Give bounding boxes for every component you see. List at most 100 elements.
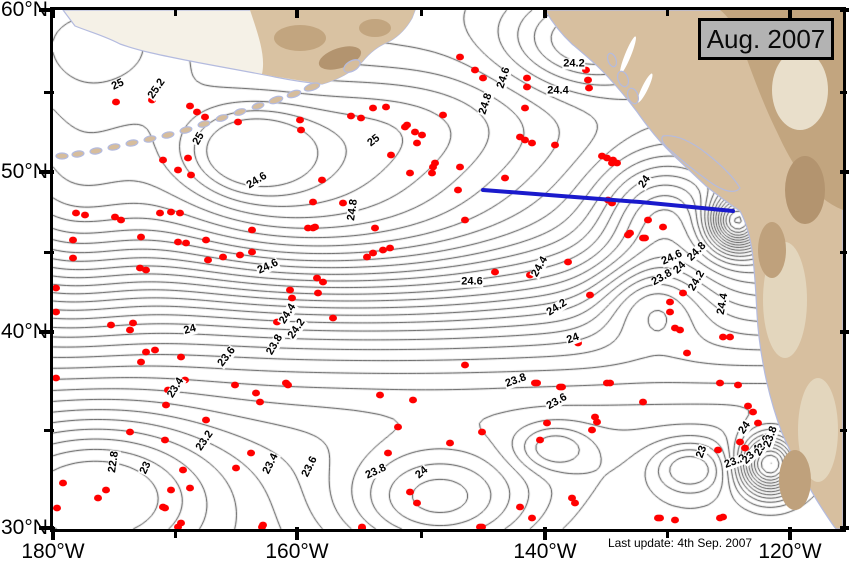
argo-float-dot (418, 131, 426, 139)
argo-float-dot (501, 174, 509, 182)
argo-float-dot (461, 361, 469, 369)
argo-float-dot (59, 479, 67, 487)
argo-float-dot (446, 439, 454, 447)
argo-float-dot (736, 438, 744, 446)
argo-float-dot (574, 339, 582, 347)
argo-float-dot (319, 278, 327, 286)
argo-float-dot (167, 486, 175, 494)
argo-float-dot (174, 166, 182, 174)
argo-float-dot (754, 419, 762, 427)
argo-float-dot (231, 381, 239, 389)
argo-float-dot (296, 116, 304, 124)
argo-float-dot (318, 176, 326, 184)
argo-float-dot (358, 524, 366, 529)
argo-float-dot (219, 253, 227, 261)
island-alexander (606, 52, 618, 68)
alaska-mountain-patch (359, 19, 391, 37)
argo-float-dot (734, 381, 742, 389)
section-line (481, 188, 735, 213)
argo-float-dot (439, 111, 447, 119)
argo-float-dot (164, 386, 172, 394)
na-light-patch (798, 378, 838, 482)
argo-float-dot (69, 236, 77, 244)
argo-float-dot (406, 488, 414, 496)
argo-float-dot (598, 152, 606, 160)
argo-float-dot (72, 209, 80, 217)
argo-float-dot (282, 379, 290, 387)
argo-float-dot (386, 244, 394, 252)
argo-float-dot (384, 449, 392, 457)
argo-float-dot (568, 494, 576, 502)
argo-float-dot (394, 423, 402, 431)
title-box: Aug. 2007 (698, 18, 834, 60)
argo-float-dot (624, 231, 632, 239)
argo-float-dot (107, 321, 115, 329)
argo-float-dot (53, 284, 60, 292)
argo-float-dot (162, 401, 170, 409)
argo-float-dot (382, 103, 390, 111)
argo-float-dot (644, 216, 652, 224)
argo-float-dot (456, 163, 464, 171)
argo-float-dot (613, 159, 621, 167)
argo-float-dot (329, 314, 337, 322)
argo-float-dot (148, 96, 156, 104)
argo-float-dot (431, 159, 439, 167)
argo-float-dot (716, 514, 724, 522)
update-note: Last update: 4th Sep. 2007 (607, 536, 753, 550)
argo-float-dot (81, 211, 89, 219)
argo-float-dot (232, 464, 240, 472)
argo-float-dot (411, 128, 419, 136)
argo-float-dot (536, 436, 544, 444)
fjord-streak (637, 73, 653, 103)
argo-float-dot (666, 308, 674, 316)
argo-float-dot (111, 213, 119, 221)
argo-float-dot (174, 238, 182, 246)
argo-float-dot (428, 169, 436, 177)
na-dark-patch (758, 222, 786, 278)
argo-float-dot (456, 53, 464, 61)
island-alexander (626, 87, 640, 105)
argo-float-dot (588, 426, 596, 434)
argo-float-dot (357, 114, 365, 122)
argo-float-dot (256, 398, 264, 406)
argo-float-dot (142, 266, 150, 274)
argo-float-dot (129, 319, 137, 327)
argo-float-dot (347, 112, 355, 120)
argo-float-dot (247, 449, 255, 457)
argo-float-dot (461, 216, 469, 224)
argo-float-dot (234, 118, 242, 126)
argo-float-dot (304, 224, 312, 232)
argo-float-dot (117, 216, 125, 224)
argo-float-dot (94, 494, 102, 502)
argo-float-dot (201, 113, 209, 121)
argo-float-dot (666, 298, 674, 306)
argo-float-dot (174, 523, 182, 529)
argo-float-dot (69, 254, 77, 262)
argo-float-dot (204, 256, 212, 264)
argo-float-dot (413, 139, 421, 147)
argo-float-dot (376, 391, 384, 399)
argo-float-dot (606, 379, 614, 387)
argo-float-dot (369, 104, 377, 112)
argo-float-dot (716, 379, 724, 387)
argo-float-dot (714, 446, 722, 454)
argo-float-dot (53, 308, 60, 316)
argo-float-dot (248, 226, 256, 234)
argo-float-dot (491, 268, 499, 276)
argo-float-dot (363, 253, 371, 261)
argo-float-dot (339, 199, 347, 207)
argo-float-dot (112, 98, 120, 106)
argo-float-dot (526, 271, 534, 279)
argo-float-dot (586, 291, 594, 299)
argo-float-layer (53, 53, 762, 529)
argo-float-dot (53, 504, 61, 512)
argo-float-dot (142, 348, 150, 356)
argo-float-dot (523, 83, 531, 91)
argo-float-dot (273, 318, 281, 326)
na-dark-patch (785, 156, 825, 224)
land-north-america (544, 10, 843, 529)
argo-float-dot (516, 503, 524, 511)
argo-float-dot (679, 289, 687, 297)
